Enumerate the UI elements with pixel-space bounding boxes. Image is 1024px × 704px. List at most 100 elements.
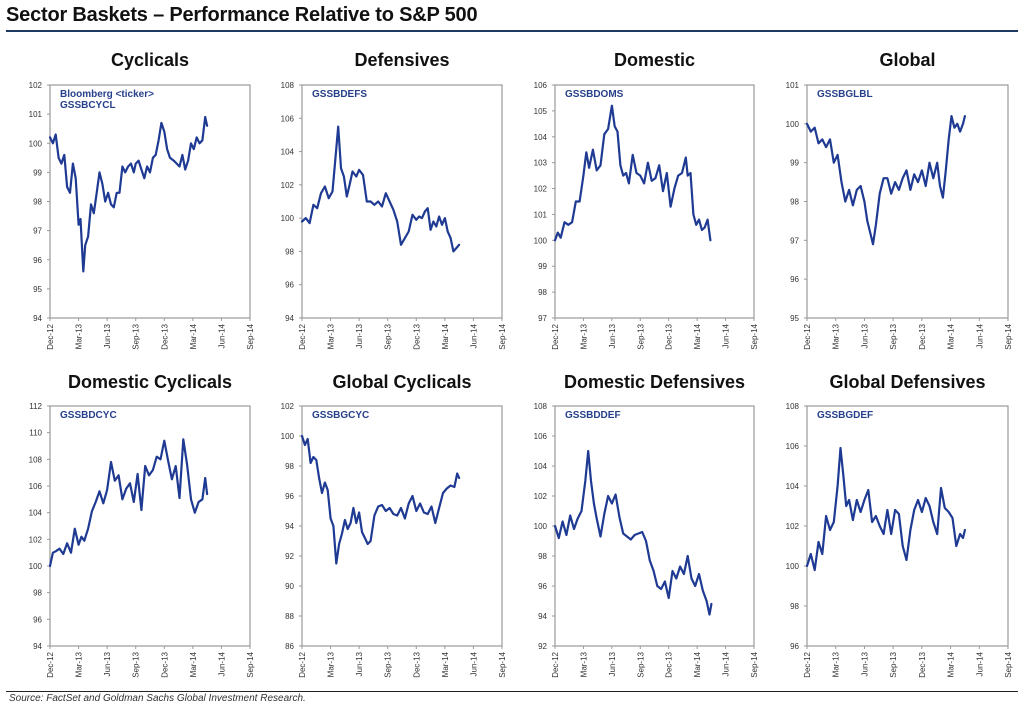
ticker-label: GSSBGLBL (817, 89, 873, 100)
title-rule (6, 30, 1018, 32)
y-tick-label: 100 (534, 236, 548, 245)
y-tick-label: 103 (534, 159, 548, 168)
x-tick-label: Sep-13 (889, 323, 898, 349)
x-tick-label: Dec-13 (412, 323, 421, 349)
x-tick-label: Sep-14 (246, 323, 255, 349)
x-tick-label: Dec-12 (551, 323, 560, 349)
y-tick-label: 101 (29, 110, 43, 119)
y-tick-label: 99 (538, 262, 547, 271)
plot-frame (301, 405, 503, 647)
y-tick-label: 104 (534, 133, 548, 142)
chart-title: Domestic Defensives (564, 372, 745, 392)
plot-frame (806, 84, 1009, 319)
x-tick-label: Jun-14 (469, 651, 478, 676)
y-tick-label: 106 (534, 432, 548, 441)
x-tick-label: Mar-14 (693, 323, 702, 349)
x-tick-label: Sep-13 (132, 323, 141, 349)
plot-frame (49, 405, 251, 647)
y-tick-label: 90 (285, 582, 294, 591)
x-tick-label: Sep-13 (889, 651, 898, 677)
x-tick-label: Jun-14 (217, 323, 226, 348)
series-line-gssbgdef (805, 446, 967, 572)
chart-title: Global Cyclicals (332, 372, 471, 392)
y-tick-label: 100 (534, 522, 548, 531)
x-tick-label: Mar-14 (441, 651, 450, 677)
chart-title: Defensives (354, 50, 449, 70)
plot-frame (49, 84, 251, 319)
y-tick-label: 97 (538, 314, 547, 323)
x-tick-label: Dec-12 (803, 323, 812, 349)
y-tick-label: 99 (33, 168, 42, 177)
y-tick-label: 102 (786, 522, 800, 531)
x-tick-label: Dec-13 (918, 323, 927, 349)
chart-global-defensives: Global Defensives 96 98 100 102 104 106 108 Dec-… (786, 372, 1013, 678)
y-tick-label: 101 (534, 210, 548, 219)
x-tick-label: Jun-14 (722, 651, 731, 676)
y-tick-label: 98 (790, 198, 799, 207)
x-tick-label: Sep-14 (1004, 323, 1013, 349)
x-tick-label: Jun-13 (103, 651, 112, 676)
y-tick-label: 100 (29, 139, 43, 148)
ticker-label: GSSBDEFS (312, 89, 367, 100)
chart-title: Cyclicals (111, 50, 189, 70)
x-tick-label: Dec-12 (298, 651, 307, 677)
x-tick-label: Mar-14 (693, 651, 702, 677)
y-tick-label: 102 (534, 185, 548, 194)
ticker-label: GSSBDCYC (60, 410, 117, 421)
series-line-gssbglbl (805, 114, 967, 246)
y-tick-label: 96 (285, 281, 294, 290)
y-tick-label: 98 (285, 462, 294, 471)
y-tick-label: 96 (33, 256, 42, 265)
x-tick-label: Jun-13 (103, 323, 112, 348)
y-tick-label: 94 (285, 522, 294, 531)
chart-domestic: Domestic 97 98 99 100 101 102 103 104 105 106 Dec-1… (534, 50, 759, 350)
y-tick-label: 86 (285, 642, 294, 651)
x-tick-label: Dec-12 (551, 651, 560, 677)
x-tick-label: Dec-12 (46, 323, 55, 349)
x-tick-label: Jun-14 (469, 323, 478, 348)
x-tick-label: Dec-12 (298, 323, 307, 349)
y-tick-label: 100 (281, 214, 295, 223)
x-tick-label: Sep-14 (498, 651, 507, 677)
y-tick-label: 94 (285, 314, 294, 323)
y-tick-label: 102 (281, 181, 295, 190)
y-tick-label: 100 (29, 562, 43, 571)
x-tick-label: Dec-13 (160, 651, 169, 677)
y-tick-label: 108 (29, 455, 43, 464)
chart-domestic-defensives: Domestic Defensives 92 94 96 98 100 102 104 106 1… (534, 372, 759, 678)
x-tick-label: Jun-14 (217, 651, 226, 676)
y-tick-label: 92 (285, 552, 294, 561)
x-tick-label: Mar-13 (75, 651, 84, 677)
y-tick-label: 106 (534, 81, 548, 90)
x-tick-label: Jun-13 (355, 323, 364, 348)
x-tick-label: Sep-13 (636, 651, 645, 677)
x-tick-label: Mar-13 (832, 323, 841, 349)
x-tick-label: Sep-14 (246, 651, 255, 677)
x-tick-label: Sep-14 (750, 651, 759, 677)
x-tick-label: Dec-13 (412, 651, 421, 677)
x-tick-label: Jun-14 (722, 323, 731, 348)
x-tick-label: Mar-14 (947, 323, 956, 349)
series-line-gssbcycl (48, 115, 209, 273)
y-tick-label: 106 (786, 442, 800, 451)
series-line-gssbgcyc (300, 434, 461, 565)
y-tick-label: 97 (33, 227, 42, 236)
y-tick-label: 96 (33, 615, 42, 624)
x-tick-label: Jun-14 (975, 323, 984, 348)
x-tick-label: Mar-14 (189, 323, 198, 349)
x-tick-label: Jun-13 (860, 651, 869, 676)
x-tick-label: Dec-13 (918, 651, 927, 677)
y-tick-label: 104 (786, 482, 800, 491)
x-tick-label: Dec-12 (46, 651, 55, 677)
x-tick-label: Sep-14 (750, 323, 759, 349)
y-tick-label: 102 (29, 81, 43, 90)
y-tick-label: 104 (29, 509, 43, 518)
series-line-gssbdefs (300, 125, 461, 253)
y-tick-label: 96 (285, 492, 294, 501)
chart-title: Domestic Cyclicals (68, 372, 232, 392)
y-tick-label: 98 (538, 288, 547, 297)
chart-title: Global (879, 50, 935, 70)
series-line-gssbdoms (553, 104, 712, 242)
y-tick-label: 94 (538, 612, 547, 621)
